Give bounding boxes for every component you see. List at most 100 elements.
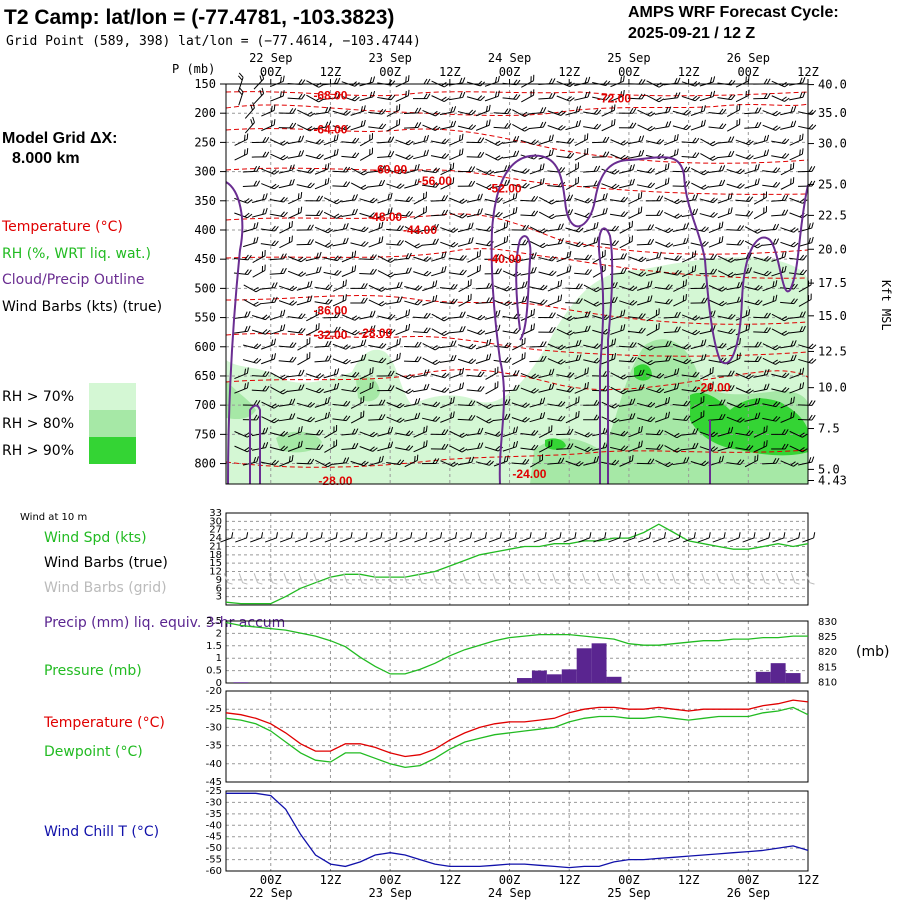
wind-barb-flag <box>405 210 411 217</box>
wind-barb-flag <box>417 412 421 419</box>
wind-barb-shaft <box>547 358 561 365</box>
wind-barb <box>753 383 770 393</box>
wind-barb <box>341 428 359 436</box>
wind-barb-flag <box>306 281 310 288</box>
wind-barb-flag <box>775 182 781 188</box>
wind-barb-flag <box>399 403 405 409</box>
wind-barb-shaft <box>691 167 705 176</box>
wind-barb-shaft <box>538 256 553 262</box>
true-wind-barb-flag <box>395 532 398 539</box>
wind-barb-flag <box>256 344 262 349</box>
wind-barb-flag <box>444 443 449 450</box>
wind-barb-shaft <box>457 418 472 421</box>
wind-barb-flag <box>426 78 431 85</box>
grid-wind-barb-shaft <box>731 573 736 583</box>
wind-barb-flag <box>316 444 321 450</box>
wind-barb-shaft <box>449 212 463 219</box>
wind-barb <box>753 327 771 334</box>
wind-barb <box>368 299 387 307</box>
wind-barb-flag <box>611 339 614 346</box>
wind-barb-flag <box>360 297 365 304</box>
wind-barb-flag <box>638 313 643 319</box>
wind-barb-flag <box>721 236 724 243</box>
true-wind-barb-flag <box>320 532 323 539</box>
wind-barb <box>672 400 691 407</box>
wind-barb-flag <box>551 439 553 446</box>
true-wind-barb <box>220 532 234 543</box>
wind-barb-flag <box>333 213 340 218</box>
wind-barb-flag <box>656 267 659 273</box>
wind-barb-flag <box>542 229 548 234</box>
wind-barb <box>421 223 439 232</box>
wind-barb-shaft <box>243 227 257 233</box>
wind-barb-flag <box>521 353 523 360</box>
wind-barb-shaft <box>493 418 508 422</box>
grid-wind-barb-flag <box>361 582 367 585</box>
wind-barb <box>619 178 635 189</box>
wind-barb <box>386 416 405 423</box>
wind-barb-flag <box>516 370 520 376</box>
wind-barb <box>655 241 674 248</box>
wind-barb-flag <box>766 271 772 277</box>
wind-barb-shaft <box>654 402 669 408</box>
wind-barb <box>717 150 735 159</box>
wind-barb-flag <box>668 340 672 347</box>
top-date-label: 22 Sep <box>249 51 292 65</box>
wind-barb <box>619 220 633 234</box>
wind-barb-flag <box>775 223 780 230</box>
wind-barb-shaft <box>502 155 517 159</box>
wind-barb-flag <box>450 121 454 128</box>
wind-barb-flag <box>316 373 322 378</box>
wind-barb-shaft <box>377 155 392 159</box>
panel-y-label: -35 <box>206 741 222 752</box>
wind-barb-shaft <box>627 140 642 145</box>
wind-barb-shaft <box>475 461 490 466</box>
wind-barb <box>619 454 634 467</box>
wind-barb <box>780 340 797 349</box>
wind-barb-shaft <box>377 96 392 101</box>
wind-barb-shaft <box>269 314 284 321</box>
wind-barb-flag <box>611 354 614 361</box>
panel-y-label: 27 <box>209 525 222 536</box>
wind-barb-shaft <box>359 315 374 320</box>
wind-barb <box>592 80 611 86</box>
wind-barb-flag <box>811 400 816 406</box>
wind-barb-flag <box>378 414 383 420</box>
wind-barb-flag <box>485 403 492 408</box>
wind-barb-flag <box>441 209 446 216</box>
wind-barb-shaft <box>252 255 266 263</box>
wind-barb-flag <box>799 326 803 332</box>
wind-barb <box>457 343 477 350</box>
wind-barb <box>556 152 575 159</box>
wind-barb-flag <box>524 113 530 118</box>
wind-barb <box>440 227 459 233</box>
wind-barb-flag <box>541 454 544 461</box>
wind-barb-shaft <box>234 138 248 146</box>
true-wind-barb-flag <box>469 532 473 539</box>
wind-barb-flag <box>704 297 708 304</box>
wind-barb-flag <box>539 398 543 405</box>
wind-barb-flag <box>298 271 304 276</box>
wind-barb-flag <box>470 293 472 300</box>
wind-barb-flag <box>416 230 423 234</box>
wind-barb-flag <box>360 412 362 418</box>
true-wind-barb-flag <box>753 532 756 539</box>
wind-barb-flag <box>632 286 638 291</box>
wind-barb-flag <box>274 282 278 288</box>
wind-barb <box>457 237 474 247</box>
wind-barb-flag <box>324 164 327 171</box>
wind-barb-flag <box>524 295 528 302</box>
wind-barb <box>305 195 324 202</box>
wind-barb <box>789 445 808 453</box>
wind-barb <box>556 314 575 322</box>
wind-barb-flag <box>309 112 316 117</box>
wind-barb <box>798 109 817 116</box>
wind-barb-shaft <box>520 214 535 217</box>
wind-barb-flag <box>584 383 587 390</box>
wind-barb <box>744 341 762 348</box>
wind-barb-flag <box>623 309 626 316</box>
wind-barb-shaft <box>261 343 275 350</box>
wind-barb-flag <box>468 400 473 406</box>
wind-barb-flag <box>658 83 665 88</box>
wind-barb-flag <box>387 328 393 334</box>
